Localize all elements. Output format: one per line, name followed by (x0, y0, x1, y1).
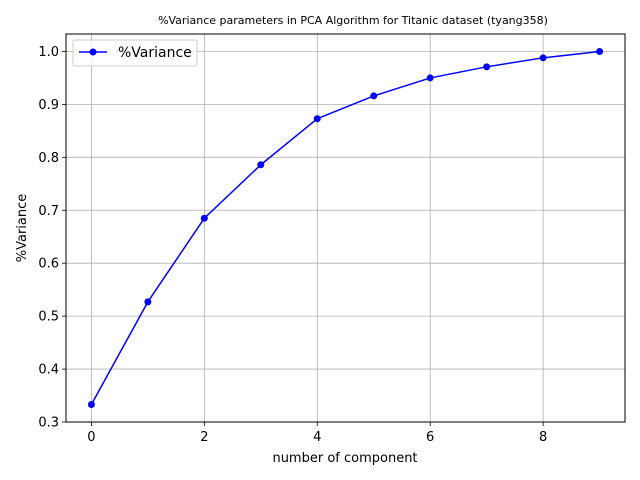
series-line (90, 50, 600, 405)
x-tick-label: 0 (87, 430, 95, 445)
axis-ticks: 0 2 4 6 8 0.3 0.4 0.5 0.6 0.7 0.8 0.9 1.0 (38, 45, 547, 445)
data-point (200, 214, 208, 222)
x-tick-label: 6 (426, 430, 434, 445)
y-axis-label: %Variance (15, 194, 30, 263)
y-tick-label: 1.0 (38, 45, 59, 60)
legend-marker-swatch (89, 48, 97, 56)
data-point (313, 115, 321, 123)
x-tick-label: 2 (200, 430, 208, 445)
data-point (370, 92, 378, 100)
x-tick-label: 4 (313, 430, 321, 445)
data-point (483, 63, 491, 71)
y-tick-label: 0.4 (38, 363, 59, 378)
data-point (539, 54, 547, 62)
data-point (257, 161, 265, 169)
y-tick-label: 0.7 (38, 204, 59, 219)
y-tick-label: 0.5 (38, 310, 59, 325)
plot-frame (65, 33, 626, 423)
legend-label: %Variance (118, 45, 192, 61)
grid (66, 34, 625, 423)
plot-series (87, 47, 604, 409)
data-point (426, 74, 434, 82)
y-tick-label: 0.8 (38, 151, 59, 166)
x-tick-label: 8 (539, 430, 547, 445)
data-point (144, 298, 152, 306)
data-point (596, 47, 604, 55)
x-axis-label: number of component (272, 451, 417, 466)
y-tick-label: 0.6 (38, 257, 59, 272)
legend: %Variance (72, 39, 198, 67)
chart-title: %Variance parameters in PCA Algorithm fo… (158, 14, 548, 27)
legend-box (72, 39, 198, 67)
y-tick-label: 0.9 (38, 98, 59, 113)
y-tick-label: 0.3 (38, 416, 59, 431)
data-point (87, 401, 95, 409)
